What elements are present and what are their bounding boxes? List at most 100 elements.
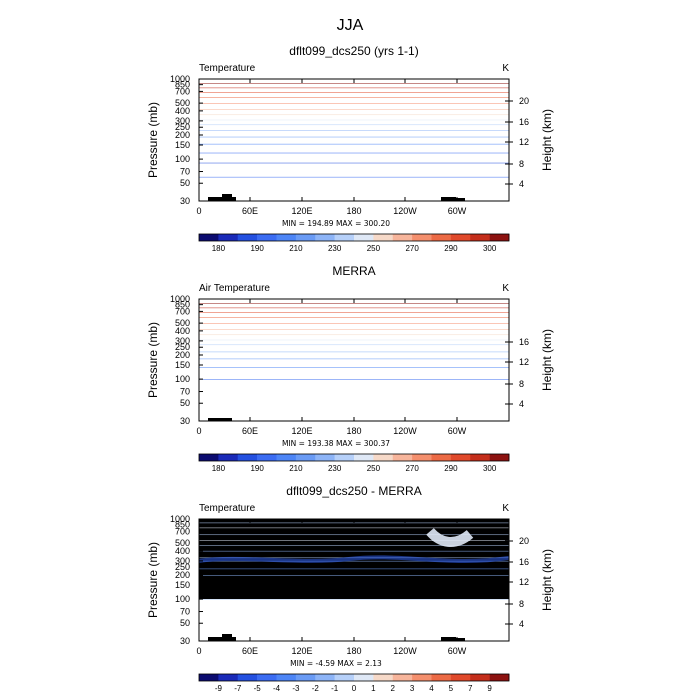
colorbar-swatch (315, 234, 335, 241)
colorbar-swatch (392, 454, 413, 461)
height-tick-label: 16 (519, 557, 529, 567)
x-tick-label: 60E (242, 426, 258, 436)
contour-band (199, 574, 509, 576)
contour-band (199, 152, 509, 154)
pressure-tick-label: 700 (175, 306, 190, 316)
colorbar-label: 180 (212, 244, 226, 253)
plot-area (199, 79, 509, 201)
contour-band (199, 162, 509, 164)
colorbar-label: 300 (483, 244, 497, 253)
season-title: JJA (337, 17, 364, 34)
colorbar-swatch (257, 454, 277, 461)
colorbar-label: 4 (429, 684, 434, 693)
colorbar-label: 190 (250, 464, 264, 473)
colorbar-swatch (334, 234, 355, 241)
colorbar-swatch (237, 454, 258, 461)
min-max-stats: MIN = -4.59 MAX = 2.13 (290, 659, 382, 668)
x-tick-label: 120E (291, 206, 312, 216)
contour-band (199, 136, 509, 138)
panel-1: dflt099_dcs250 (yrs 1-1) Temperature K 0 60E… (146, 44, 554, 253)
contour-band (199, 334, 509, 336)
pressure-tick-label: 300 (175, 336, 190, 346)
colorbar-swatch (295, 454, 316, 461)
pressure-tick-label: 250 (175, 122, 190, 132)
colorbar-swatch (373, 454, 394, 461)
colorbar-label: 230 (328, 244, 342, 253)
min-max-stats: MIN = 193.38 MAX = 300.37 (282, 439, 390, 448)
y-axis-title-right: Height (km) (540, 109, 554, 171)
contour-band (199, 97, 509, 98)
contour-band (199, 379, 509, 380)
x-tick-label: 120E (291, 646, 312, 656)
pressure-tick-label: 30 (180, 416, 190, 426)
colorbar-label: -1 (331, 684, 339, 693)
colorbar-swatch (257, 234, 277, 241)
pressure-tick-label: 150 (175, 140, 190, 150)
height-tick-label: 8 (519, 599, 524, 609)
contour-band (199, 83, 509, 84)
pressure-tick-label: 50 (180, 398, 190, 408)
colorbar-label: -2 (312, 684, 320, 693)
x-tick-label: 120W (393, 646, 417, 656)
pressure-tick-label: 700 (175, 86, 190, 96)
colorbar: -9 -7 -5 -4 -3 -2 -1 0 1 2 3 4 5 7 9 (198, 673, 510, 693)
panel-title: dflt099_dcs250 - MERRA (286, 484, 421, 498)
panel-title: MERRA (332, 264, 375, 278)
colorbar-label: 270 (405, 464, 419, 473)
topography (441, 637, 456, 641)
colorbar-label: -3 (292, 684, 300, 693)
contour-band (199, 143, 509, 145)
contour-band (199, 545, 509, 546)
pressure-tick-label: 30 (180, 196, 190, 206)
colorbar-swatch (470, 234, 490, 241)
contour-band (199, 119, 509, 121)
colorbar-swatch (450, 674, 471, 681)
plot-area (199, 299, 509, 421)
contour-band (199, 599, 509, 600)
colorbar-swatch (334, 674, 355, 681)
pressure-tick-label: 400 (175, 326, 190, 336)
contour-feature (198, 555, 510, 563)
topography (222, 634, 232, 641)
colorbar-swatch (392, 674, 413, 681)
colorbar-swatch (237, 674, 258, 681)
colorbar-swatch (431, 454, 452, 461)
height-tick-label: 8 (519, 159, 524, 169)
colorbar-swatch (489, 674, 510, 681)
topography (208, 418, 232, 421)
colorbar-swatch (315, 454, 335, 461)
x-tick-label: 60E (242, 646, 258, 656)
colorbar: 180 190 210 230 250 270 290 300 (198, 453, 510, 473)
x-tick-label: 60W (448, 206, 467, 216)
contour-band (199, 351, 509, 353)
contour-band (199, 307, 509, 309)
variable-label: Temperature (199, 63, 256, 74)
pressure-tick-label: 30 (180, 636, 190, 646)
contour-band (199, 317, 509, 318)
colorbar-swatch (412, 234, 432, 241)
pressure-tick-label: 300 (175, 556, 190, 566)
x-tick-label: 120W (393, 206, 417, 216)
colorbar-swatch (199, 234, 219, 241)
colorbar-label: 2 (391, 684, 396, 693)
colorbar-label: 290 (444, 244, 458, 253)
pressure-tick-label: 1000 (170, 294, 190, 304)
colorbar-swatch (199, 674, 219, 681)
x-tick-label: 0 (196, 206, 201, 216)
contour-band (199, 358, 509, 360)
colorbar-label: 250 (367, 464, 381, 473)
contour-band (199, 540, 509, 541)
colorbar-label: -7 (234, 684, 242, 693)
x-tick-label: 180 (346, 426, 361, 436)
height-tick-label: 8 (519, 379, 524, 389)
colorbar-frame (198, 233, 510, 242)
colorbar-label: 5 (449, 684, 454, 693)
colorbar-label: -5 (254, 684, 262, 693)
units-label: K (502, 63, 509, 74)
colorbar-swatch (237, 234, 258, 241)
colorbar-label: 270 (405, 244, 419, 253)
pressure-tick-label: 100 (175, 154, 190, 164)
contour-band (199, 550, 509, 552)
colorbar-swatch (489, 454, 510, 461)
